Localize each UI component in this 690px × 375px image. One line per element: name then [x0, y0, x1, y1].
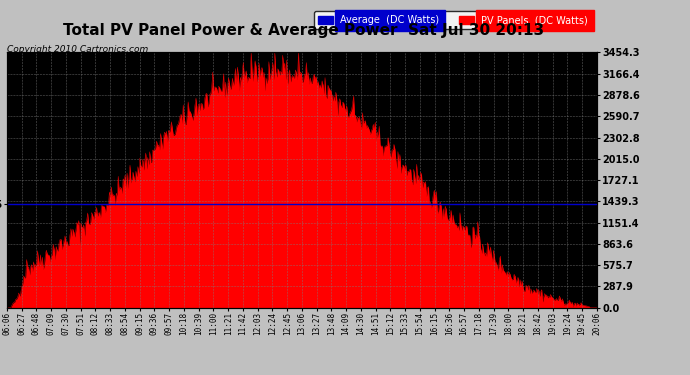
Legend: Average  (DC Watts), PV Panels  (DC Watts): Average (DC Watts), PV Panels (DC Watts) [314, 12, 592, 29]
Text: Total PV Panel Power & Average Power  Sat Jul 30 20:13: Total PV Panel Power & Average Power Sat… [63, 22, 544, 38]
Text: Copyright 2010 Cartronics.com: Copyright 2010 Cartronics.com [7, 45, 148, 54]
